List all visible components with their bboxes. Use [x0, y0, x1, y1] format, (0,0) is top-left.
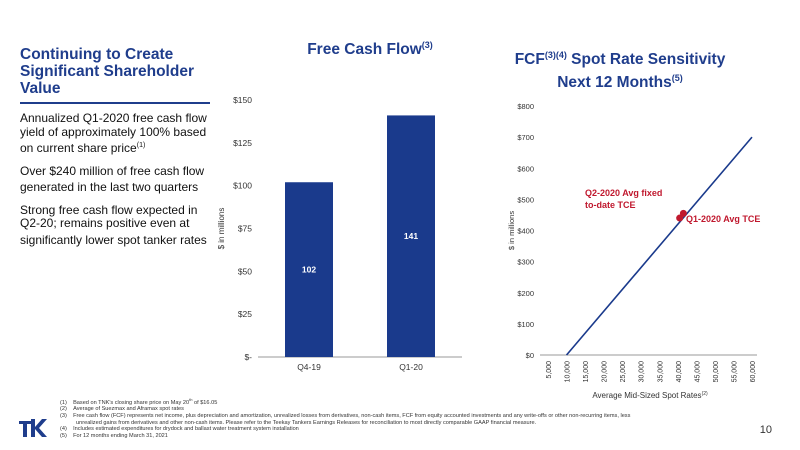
y-tick-label: $25	[238, 309, 252, 319]
y-tick-label: $200	[517, 289, 534, 298]
y-tick-label: $125	[233, 138, 252, 148]
footnote: (2) Average of Suezmax and Aframax spot …	[60, 406, 184, 413]
y-tick-label: $500	[517, 195, 534, 204]
highlight-point	[679, 209, 687, 217]
y-axis-label: $ in millions	[507, 211, 516, 250]
footnote: (4) Includes estimated expenditures for …	[60, 426, 299, 433]
x-tick-label: Q1-20	[399, 362, 423, 372]
y-tick-label: $100	[233, 181, 252, 191]
x-tick-label: 5,000	[546, 361, 553, 379]
bullet-item: Over $240 million of free cash flow gene…	[20, 163, 205, 194]
bar	[285, 182, 333, 357]
y-tick-label: $600	[517, 164, 534, 173]
x-axis-label: Average Mid-Sized Spot Rates(2)	[592, 391, 708, 400]
annotation-label: Q2-2020 Avg fixed	[585, 188, 662, 198]
bar	[387, 115, 435, 357]
bullet-item: Annualized Q1-2020 free cash flow yield …	[20, 111, 207, 155]
y-tick-label: $300	[517, 258, 534, 267]
y-tick-label: $75	[238, 224, 252, 234]
company-logo-icon	[19, 419, 47, 437]
footnote: (5) For 12 months ending March 31, 2021	[60, 432, 168, 439]
highlight-point	[676, 214, 684, 222]
y-tick-label: $-	[244, 352, 252, 362]
annotation-label: Q1-2020 Avg TCE	[686, 214, 760, 224]
x-tick-label: 45,000	[694, 361, 701, 383]
x-tick-label: 10,000	[565, 361, 572, 383]
sensitivity-chart-title: FCF(3)(4) Spot Rate Sensitivity Next 12 …	[514, 50, 726, 92]
page-number: 10	[759, 424, 772, 436]
x-tick-label: 25,000	[620, 361, 627, 383]
y-tick-label: $150	[233, 95, 252, 105]
y-tick-label: $800	[517, 102, 534, 111]
x-tick-label: 50,000	[713, 361, 720, 383]
y-tick-label: $100	[517, 320, 534, 329]
y-tick-label: $50	[238, 266, 252, 276]
bar-data-label: 102	[302, 265, 316, 275]
y-tick-label: $0	[526, 351, 534, 360]
x-tick-label: 40,000	[676, 361, 683, 383]
x-tick-label: 35,000	[657, 361, 664, 383]
footnote: (1) Based on TNK's closing share price o…	[60, 397, 218, 406]
footnotes: (1) Based on TNK's closing share price o…	[60, 397, 760, 439]
x-tick-label: 20,000	[602, 361, 609, 383]
x-tick-label: 15,000	[583, 361, 590, 383]
page-title: Continuing to Create Significant Shareho…	[20, 46, 194, 97]
y-tick-label: $700	[517, 133, 534, 142]
bullet-item: Strong free cash flow expected in Q2-20;…	[20, 202, 207, 247]
x-tick-label: 55,000	[731, 361, 738, 383]
annotation-label: to-date TCE	[585, 200, 636, 210]
footnote: unrealized gains from derivatives and ot…	[76, 419, 537, 426]
footnote: (3) Free cash flow (FCF) represents net …	[60, 413, 631, 420]
bullet-list: Annualized Q1-2020 free cash flow yield …	[20, 111, 210, 256]
fcf-chart-title: Free Cash Flow(3)	[307, 40, 433, 59]
bar-data-label: 141	[404, 231, 418, 241]
y-tick-label: $400	[517, 227, 534, 236]
series-line	[565, 136, 753, 356]
x-tick-label: 60,000	[750, 361, 757, 383]
title-divider	[20, 102, 210, 104]
x-tick-label: 30,000	[639, 361, 646, 383]
y-axis-label: $ in millions	[217, 208, 226, 250]
x-tick-label: Q4-19	[297, 362, 321, 372]
